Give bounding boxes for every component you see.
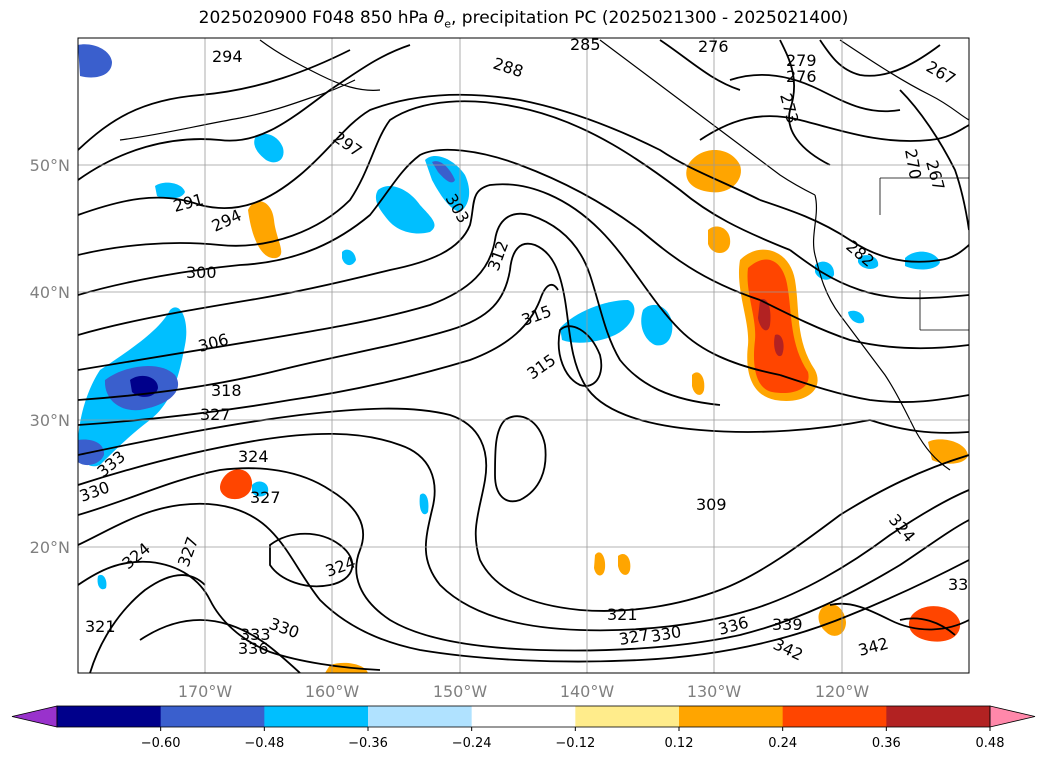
- colorbar-segment: [886, 706, 991, 727]
- precip-positive-large: [738, 249, 818, 401]
- precip-negative-ne2: [815, 261, 835, 280]
- contour-label: 279: [786, 51, 817, 70]
- lon-label: 160°W: [305, 682, 360, 701]
- colorbar-frame: [56, 705, 991, 728]
- precip-negative-c3: [560, 300, 635, 343]
- borders: [879, 177, 969, 331]
- colorbar-segment: [264, 706, 369, 727]
- precip-positive-mid: [692, 372, 705, 395]
- map-area: [78, 38, 969, 673]
- contour-label: 321: [607, 605, 638, 624]
- contour-label: 318: [211, 381, 242, 400]
- precip-negative-small6: [848, 310, 865, 324]
- lat-label: 50°N: [30, 156, 70, 175]
- contour-label: 285: [570, 35, 601, 54]
- coastline: [119, 39, 969, 471]
- precip-negative-small4: [419, 493, 429, 515]
- precip-positive-w: [220, 469, 253, 500]
- contour-label: 276: [786, 67, 817, 86]
- precip-negative-small3: [858, 255, 879, 269]
- precip-negative-ne: [905, 251, 940, 270]
- colorbar-segment: [782, 706, 887, 727]
- contour-label: 339: [772, 615, 803, 634]
- graticule: [78, 38, 969, 673]
- lon-label: 140°W: [560, 682, 615, 701]
- colorbar-segment: [575, 706, 680, 727]
- precip-negative-small5: [97, 574, 107, 590]
- lon-label: 120°W: [815, 682, 870, 701]
- lon-label: 170°W: [178, 682, 233, 701]
- lat-label: 30°N: [30, 411, 70, 430]
- contour-label: 321: [85, 617, 116, 636]
- contour-label: 309: [696, 495, 727, 514]
- colorbar-tick-label: −0.12: [555, 736, 595, 751]
- colorbar-tick-label: 0.12: [665, 736, 694, 751]
- theta-e-contours: [78, 39, 969, 673]
- contour-label: 276: [698, 37, 729, 56]
- precip-positive-se: [908, 606, 961, 642]
- precip-positive-n2: [708, 226, 731, 253]
- colorbar-extend-low: [11, 705, 58, 728]
- precip-negative-c1: [375, 185, 435, 234]
- precip-negative-c2: [425, 155, 470, 212]
- lon-label: 150°W: [433, 682, 488, 701]
- precip-negative-nw3: [155, 182, 185, 199]
- colorbar-tick-label: 0.36: [872, 736, 901, 751]
- colorbar-tick-label: −0.60: [141, 736, 181, 751]
- colorbar: −0.60 −0.48 −0.36 −0.24 −0.12 0.12 0.24 0.36 0.4…: [11, 705, 1036, 751]
- contour-label: 333: [240, 625, 271, 644]
- contour-label: 336: [238, 639, 269, 658]
- precip-negative-sw: [78, 307, 187, 467]
- contour-label: 294: [212, 47, 243, 66]
- colorbar-segment: [160, 706, 265, 727]
- precip-positive-nw: [248, 201, 282, 259]
- precip-positive-se2: [818, 603, 846, 636]
- colorbar-segment: [679, 706, 784, 727]
- contour-label: 33: [948, 575, 968, 594]
- chart-title: 2025020900 F048 850 hPa θe, precipitatio…: [198, 8, 849, 31]
- precip-negative-nw2: [254, 133, 284, 163]
- precip-positive-c: [594, 552, 606, 576]
- precip-positive-c2: [618, 553, 631, 575]
- colorbar-extend-high: [989, 705, 1036, 728]
- contour-label: 300: [186, 263, 217, 282]
- lat-label: 40°N: [30, 283, 70, 302]
- precip-negative-small1: [342, 249, 356, 266]
- precip-negative-c2b: [432, 161, 455, 183]
- lat-label: 20°N: [30, 538, 70, 557]
- latitude-labels: 50°N 40°N 30°N 20°N: [30, 156, 70, 557]
- colorbar-tick-label: 0.48: [976, 736, 1005, 751]
- colorbar-tick-label: 0.24: [768, 736, 797, 751]
- contour-label: 324: [238, 447, 269, 466]
- contour-label: 327: [250, 488, 281, 507]
- longitude-labels: 170°W 160°W 150°W 140°W 130°W 120°W: [178, 682, 870, 701]
- map-frame: [77, 37, 970, 674]
- precip-negative-c4: [641, 304, 673, 346]
- colorbar-tick-label: −0.48: [244, 736, 284, 751]
- contour-label: 327: [200, 405, 231, 424]
- precip-negative-small2: [252, 481, 269, 497]
- colorbar-tick-label: −0.36: [348, 736, 388, 751]
- lon-label: 130°W: [687, 682, 742, 701]
- colorbar-segment: [368, 706, 473, 727]
- colorbar-tick-label: −0.24: [452, 736, 492, 751]
- colorbar-segment: [471, 706, 576, 727]
- precip-negative-nw: [78, 44, 112, 78]
- colorbar-segment: [57, 706, 162, 727]
